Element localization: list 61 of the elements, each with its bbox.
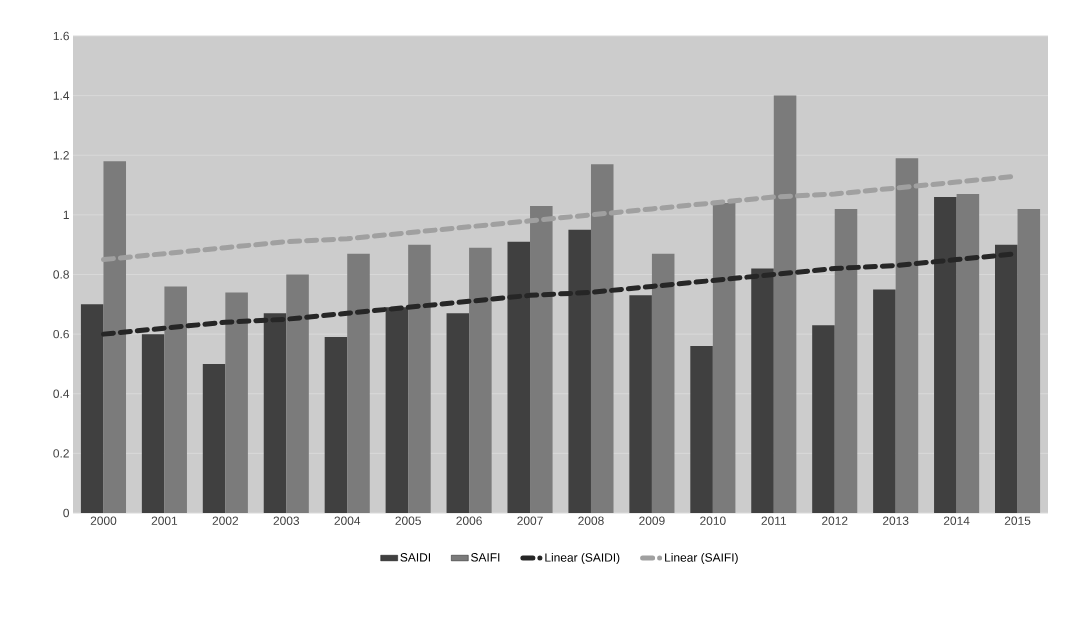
x-tick-label: 2014	[943, 516, 970, 525]
bar	[934, 196, 957, 513]
legend-label: SAIFI	[471, 553, 500, 562]
bar	[873, 289, 896, 513]
x-tick-label: 2007	[517, 516, 543, 525]
y-tick-label: 0.2	[53, 449, 69, 458]
bar	[812, 325, 835, 513]
x-tick-label: 2015	[1004, 516, 1031, 525]
bar	[530, 205, 553, 513]
bar	[834, 208, 858, 513]
x-tick-label: 2009	[639, 516, 665, 525]
bar	[751, 268, 774, 513]
bar	[286, 274, 309, 513]
x-tick-label: 2012	[822, 516, 848, 525]
y-tick-label: 0.6	[53, 329, 69, 339]
x-tick-label: 2004	[334, 516, 361, 525]
x-tick-label: 2003	[273, 516, 300, 525]
y-tick-label: 0	[63, 508, 70, 518]
legend-label: SAIDI	[400, 553, 430, 562]
bar	[202, 363, 226, 513]
bar	[225, 292, 248, 513]
bar	[408, 244, 431, 513]
bar	[103, 161, 127, 513]
y-tick-label: 1	[63, 210, 69, 219]
bar	[164, 286, 187, 513]
y-tick-label: 1.6	[53, 31, 69, 41]
bar	[895, 158, 919, 513]
bar	[80, 304, 104, 513]
x-tick-label: 2008	[578, 516, 604, 525]
bar	[956, 194, 980, 513]
x-tick-label: 2000	[90, 516, 117, 525]
x-tick-label: 2013	[882, 516, 909, 525]
bar	[347, 253, 370, 513]
x-tick-label: 2010	[700, 516, 726, 525]
bar	[590, 164, 614, 513]
bar	[324, 337, 348, 513]
x-tick-label: 2006	[456, 516, 482, 525]
bar	[773, 95, 797, 513]
bar	[141, 334, 165, 513]
legend-label: Linear (SAIFI)	[665, 552, 738, 565]
x-tick-label: 2002	[212, 516, 239, 525]
bar	[507, 241, 531, 513]
bar	[446, 313, 470, 513]
bar	[263, 313, 287, 513]
bar	[568, 229, 591, 513]
bar	[1017, 208, 1041, 513]
x-tick-label: 2011	[761, 516, 787, 525]
y-tick-label: 0.8	[53, 270, 69, 279]
y-tick-label: 1.2	[53, 151, 69, 160]
bar	[651, 253, 675, 513]
bar	[995, 244, 1018, 513]
y-tick-label: 1.4	[53, 91, 70, 100]
x-tick-label: 2005	[395, 516, 421, 525]
bar	[690, 346, 713, 513]
legend-label: Linear (SAIDI)	[545, 552, 620, 565]
bar	[712, 202, 736, 513]
x-tick-label: 2001	[151, 516, 178, 525]
bar	[385, 307, 409, 513]
bar	[629, 295, 652, 513]
bar	[469, 247, 492, 513]
y-tick-label: 0.4	[53, 389, 70, 398]
